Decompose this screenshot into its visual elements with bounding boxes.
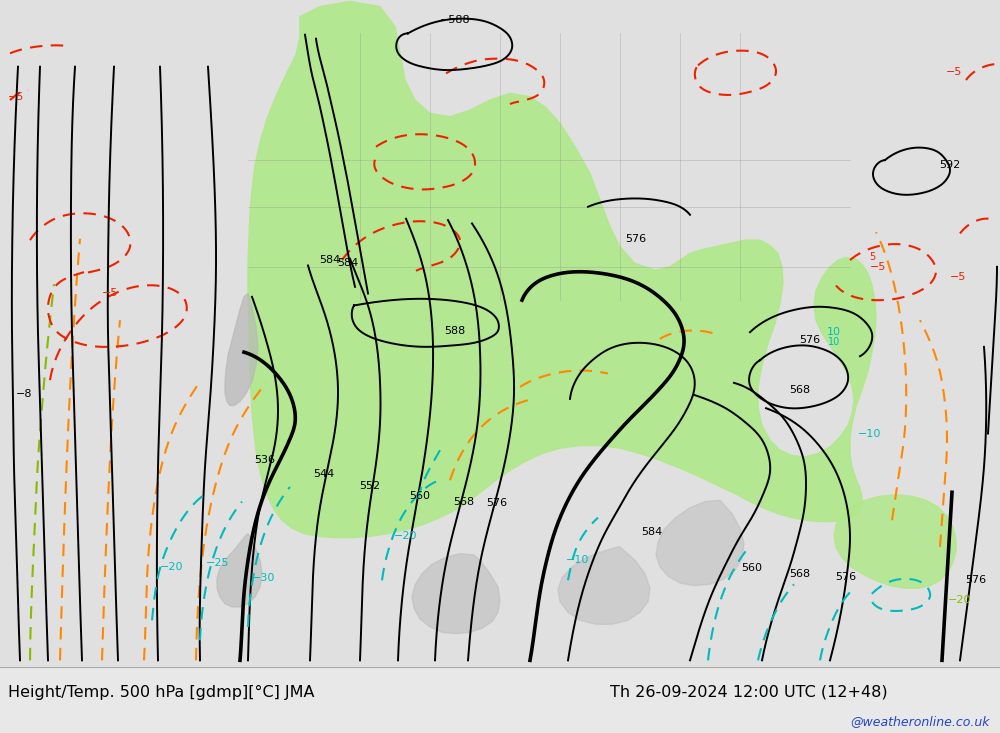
Text: 568: 568 — [453, 496, 475, 507]
Polygon shape — [656, 500, 744, 586]
Text: 576: 576 — [965, 575, 987, 585]
Text: 584: 584 — [641, 527, 663, 537]
Text: −30: −30 — [252, 572, 276, 583]
Text: −5: −5 — [8, 92, 24, 102]
Text: 588: 588 — [444, 326, 466, 336]
Text: 592: 592 — [939, 161, 961, 170]
Text: 544: 544 — [313, 468, 335, 479]
Text: 568: 568 — [789, 385, 811, 394]
Text: Th 26-09-2024 12:00 UTC (12+48): Th 26-09-2024 12:00 UTC (12+48) — [610, 685, 888, 699]
Text: 584: 584 — [319, 255, 341, 265]
Text: −5: −5 — [950, 273, 966, 282]
Text: 576: 576 — [799, 335, 821, 345]
Text: 568: 568 — [789, 569, 811, 578]
Polygon shape — [217, 534, 262, 607]
Text: 536: 536 — [254, 455, 276, 465]
Text: −20: −20 — [948, 595, 972, 605]
Text: −5: −5 — [870, 262, 886, 272]
Polygon shape — [248, 1, 876, 537]
Text: 5: 5 — [869, 252, 875, 262]
Text: 576: 576 — [835, 572, 857, 582]
Text: 560: 560 — [410, 491, 430, 501]
Polygon shape — [558, 547, 650, 625]
Text: 576: 576 — [486, 498, 508, 508]
Text: −10: −10 — [858, 429, 882, 438]
Text: −588: −588 — [440, 15, 470, 25]
Text: −20: −20 — [160, 562, 184, 572]
Polygon shape — [225, 293, 258, 405]
Text: −20: −20 — [394, 531, 418, 541]
Text: @weatheronline.co.uk: @weatheronline.co.uk — [850, 715, 990, 728]
Text: −8: −8 — [16, 388, 32, 399]
Text: 552: 552 — [359, 481, 381, 490]
Text: Height/Temp. 500 hPa [gdmp][°C] JMA: Height/Temp. 500 hPa [gdmp][°C] JMA — [8, 685, 314, 699]
Text: −25: −25 — [206, 558, 230, 568]
Polygon shape — [834, 495, 956, 589]
Text: −5: −5 — [102, 289, 118, 298]
Text: 560: 560 — [742, 563, 763, 573]
Text: 10: 10 — [828, 336, 840, 347]
Text: −10: −10 — [566, 556, 590, 565]
Text: −5: −5 — [946, 67, 962, 77]
Text: 576: 576 — [625, 234, 647, 244]
Text: 10: 10 — [827, 327, 841, 337]
Polygon shape — [412, 553, 500, 633]
Text: 584: 584 — [337, 259, 359, 268]
